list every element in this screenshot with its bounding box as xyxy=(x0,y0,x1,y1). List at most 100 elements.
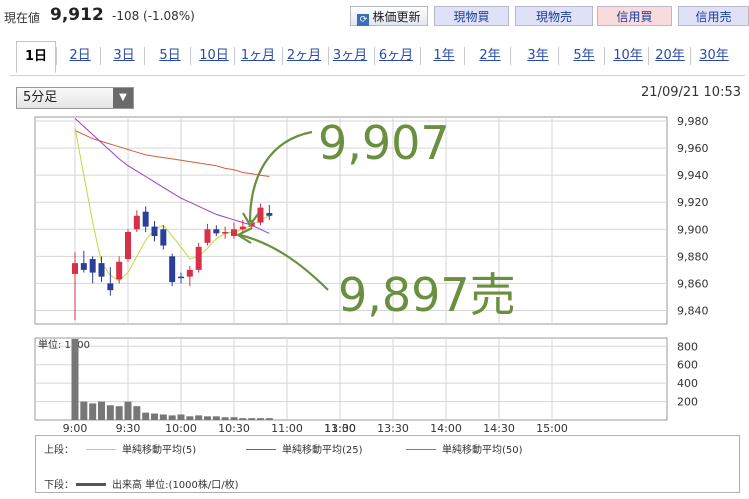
candle-body xyxy=(239,226,246,230)
chart-datetime: 21/09/21 10:53 xyxy=(641,85,741,100)
tab-separator xyxy=(282,47,283,65)
price-ytick-label: 9,940 xyxy=(677,169,709,182)
candle-body xyxy=(151,226,158,237)
annotation-arrow-high xyxy=(248,130,313,223)
tab-11[interactable]: 3年 xyxy=(527,48,549,63)
tab-13[interactable]: 10年 xyxy=(613,48,643,63)
candle-body xyxy=(125,232,131,260)
volume-bar xyxy=(71,338,79,420)
volume-bar xyxy=(124,401,132,420)
volume-ytick-label: 600 xyxy=(677,359,698,372)
tab-3[interactable]: 5日 xyxy=(159,48,181,63)
tab-separator xyxy=(190,47,191,65)
tab-15[interactable]: 30年 xyxy=(699,48,729,63)
volume-bar xyxy=(204,416,211,420)
margin-buy-button[interactable]: 信用買 xyxy=(597,6,672,26)
candle-body xyxy=(222,232,229,234)
tab-8[interactable]: 6ヶ月 xyxy=(378,48,414,63)
tab-separator xyxy=(144,47,145,65)
price-ytick-label: 9,860 xyxy=(677,277,709,290)
tab-4[interactable]: 10日 xyxy=(199,48,229,63)
period-tabs: 1日 2日 3日 5日 10日 1ヶ月 2ヶ月 3ヶ月 6ヶ月 1年 2年 3年 5年 10年 20年 30年 xyxy=(10,38,745,76)
time-tick-label: 11:30 xyxy=(324,422,356,435)
price-change: -108 (-1.08%) xyxy=(112,9,195,23)
volume-unit-label: 単位: 1000 xyxy=(38,338,90,351)
time-tick-label: 15:00 xyxy=(536,422,568,435)
interval-select[interactable]: 5分足 ▼ xyxy=(16,87,134,109)
top-bar: 現在値 9,912 -108 (-1.08%) ⟳ 株価更新 現物買 現物売 信用… xyxy=(0,0,749,34)
interval-select-value: 5分足 xyxy=(23,90,58,105)
time-tick-label: 10:00 xyxy=(165,422,197,435)
tab-separator xyxy=(690,47,691,65)
chevron-down-icon: ▼ xyxy=(113,88,133,108)
volume-bar xyxy=(195,415,203,420)
candle-body xyxy=(213,229,220,234)
price-ytick-label: 9,880 xyxy=(677,250,709,263)
candle-body xyxy=(186,269,193,277)
annotation-arrowhead-high xyxy=(242,212,259,228)
time-tick-label: 14:30 xyxy=(483,422,515,435)
legend-sma50: 単純移動平均(50) xyxy=(406,441,523,456)
tab-separator xyxy=(464,47,465,65)
candle-body xyxy=(133,215,140,230)
tab-separator xyxy=(604,47,605,65)
cash-buy-button[interactable]: 現物買 xyxy=(434,6,509,26)
volume-bar xyxy=(115,406,123,420)
candle-body xyxy=(204,229,211,243)
time-tick-label: 10:30 xyxy=(218,422,250,435)
tab-10[interactable]: 2年 xyxy=(479,48,501,63)
volume-ytick-label: 800 xyxy=(677,340,698,353)
refresh-price-button[interactable]: ⟳ 株価更新 xyxy=(350,6,428,26)
legend-sma25-label: 単純移動平均(25) xyxy=(282,445,363,456)
tab-9[interactable]: 1年 xyxy=(433,48,455,63)
volume-bar xyxy=(168,415,176,420)
legend-volume: 出来高 単位:(1000株/口/枚) xyxy=(76,476,239,491)
tab-7[interactable]: 3ヶ月 xyxy=(332,48,368,63)
tab-1[interactable]: 2日 xyxy=(69,48,91,63)
candle-body xyxy=(107,283,114,291)
volume-ytick-label: 400 xyxy=(677,377,698,390)
volume-bar xyxy=(159,414,167,420)
legend-sma5-swatch xyxy=(86,449,116,450)
volume-bar xyxy=(89,403,97,420)
current-price-value: 9,912 xyxy=(50,5,104,25)
volume-bar xyxy=(239,418,247,420)
tab-separator xyxy=(510,47,511,65)
time-tick-label: 13:30 xyxy=(377,422,409,435)
legend-volume-label: 出来高 単位:(1000株/口/枚) xyxy=(112,480,239,491)
volume-bar xyxy=(98,401,105,420)
tab-separator xyxy=(234,47,235,65)
margin-sell-button[interactable]: 信用売 xyxy=(678,6,749,26)
sma-line-2 xyxy=(74,130,270,177)
tab-2[interactable]: 3日 xyxy=(113,48,135,63)
price-ytick-label: 9,920 xyxy=(677,196,709,209)
tab-separator xyxy=(374,47,375,65)
tab-12[interactable]: 5年 xyxy=(573,48,595,63)
legend-sma25-swatch xyxy=(246,449,276,450)
candle-body xyxy=(178,276,184,279)
cash-sell-button[interactable]: 現物売 xyxy=(515,6,593,26)
legend-sma5: 単純移動平均(5) xyxy=(86,441,196,456)
tab-14[interactable]: 20年 xyxy=(655,48,685,63)
legend-sma50-swatch xyxy=(406,449,436,450)
annotation-arrow-sell xyxy=(239,233,329,291)
tab-separator xyxy=(420,47,421,65)
sma-line-1 xyxy=(74,118,270,234)
legend-upper-label: 上段： xyxy=(44,445,74,456)
candle-body xyxy=(257,207,264,223)
candle-body xyxy=(72,263,78,274)
candle-body xyxy=(80,263,87,270)
time-tick-label: 14:00 xyxy=(430,422,462,435)
candle-body xyxy=(266,213,273,216)
volume-bar xyxy=(142,412,150,420)
tab-5[interactable]: 1ヶ月 xyxy=(240,48,276,63)
candle-body xyxy=(98,263,105,277)
candle-body xyxy=(195,246,202,270)
candle-body xyxy=(160,229,167,246)
volume-bar xyxy=(212,416,220,420)
tab-0[interactable]: 1日 xyxy=(16,41,56,73)
tab-6[interactable]: 2ヶ月 xyxy=(286,48,322,63)
price-ytick-label: 9,960 xyxy=(677,142,709,155)
volume-bar xyxy=(133,406,141,420)
